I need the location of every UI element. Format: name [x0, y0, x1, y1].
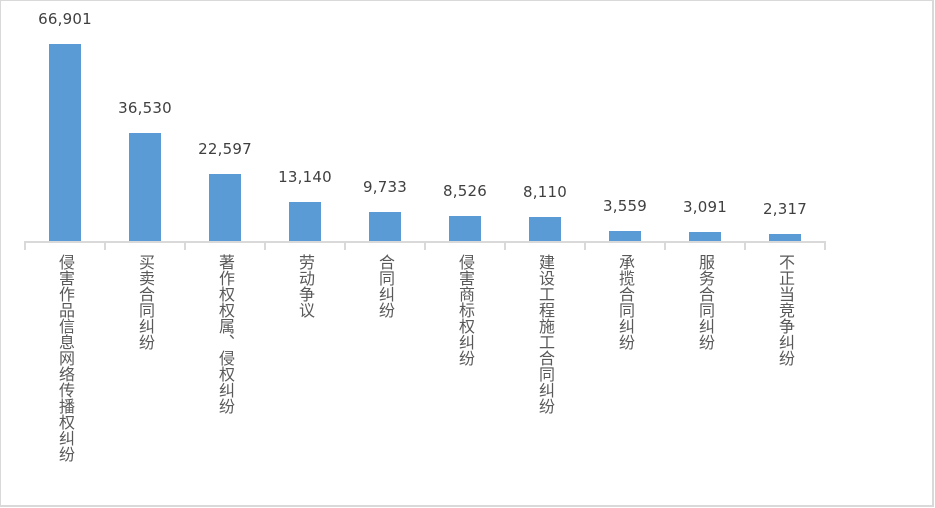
- category-label-text: 不正当竞争纠纷: [776, 254, 795, 366]
- x-axis-tick: [744, 241, 746, 250]
- data-label: 2,317: [763, 200, 807, 218]
- category-label: 劳动争议: [265, 254, 345, 318]
- category-label-text: 承揽合同纠纷: [616, 254, 635, 350]
- category-label-text: 侵害作品信息网络传播权纠纷: [56, 254, 75, 462]
- bar: [689, 232, 721, 241]
- x-axis-tick: [664, 241, 666, 250]
- category-label-text: 建设工程施工合同纠纷: [536, 254, 555, 414]
- data-label: 36,530: [118, 99, 172, 117]
- category-label-text: 著作权权属、侵权纠纷: [216, 254, 235, 414]
- x-axis-tick: [104, 241, 106, 250]
- bar: [49, 44, 81, 241]
- bar: [129, 133, 161, 241]
- category-label-text: 服务合同纠纷: [696, 254, 715, 350]
- category-label-text: 劳动争议: [296, 254, 315, 318]
- x-axis-tick: [584, 241, 586, 250]
- data-label: 3,091: [683, 198, 727, 216]
- category-label-text: 合同纠纷: [376, 254, 395, 318]
- category-label: 侵害商标权纠纷: [425, 254, 505, 366]
- data-label: 9,733: [363, 178, 407, 196]
- data-label: 13,140: [278, 168, 332, 186]
- category-label: 不正当竞争纠纷: [745, 254, 825, 366]
- bar: [609, 231, 641, 241]
- x-axis-tick: [344, 241, 346, 250]
- bar: [209, 174, 241, 241]
- bar: [449, 216, 481, 241]
- bar: [769, 234, 801, 241]
- category-label: 服务合同纠纷: [665, 254, 745, 350]
- x-axis-tick: [824, 241, 826, 250]
- category-label-text: 侵害商标权纠纷: [456, 254, 475, 366]
- data-label: 66,901: [38, 10, 92, 28]
- category-label: 承揽合同纠纷: [585, 254, 665, 350]
- category-label: 著作权权属、侵权纠纷: [185, 254, 265, 414]
- data-label: 22,597: [198, 140, 252, 158]
- data-label: 8,110: [523, 183, 567, 201]
- category-label: 建设工程施工合同纠纷: [505, 254, 585, 414]
- bar: [529, 217, 561, 241]
- bar: [289, 202, 321, 241]
- x-axis-tick: [264, 241, 266, 250]
- x-axis-tick: [424, 241, 426, 250]
- category-label: 买卖合同纠纷: [105, 254, 185, 350]
- x-axis-tick: [504, 241, 506, 250]
- x-axis-tick: [24, 241, 26, 250]
- x-axis-tick: [184, 241, 186, 250]
- data-label: 3,559: [603, 197, 647, 215]
- category-label: 侵害作品信息网络传播权纠纷: [25, 254, 105, 462]
- bar: [369, 212, 401, 241]
- category-label-text: 买卖合同纠纷: [136, 254, 155, 350]
- category-label: 合同纠纷: [345, 254, 425, 318]
- data-label: 8,526: [443, 182, 487, 200]
